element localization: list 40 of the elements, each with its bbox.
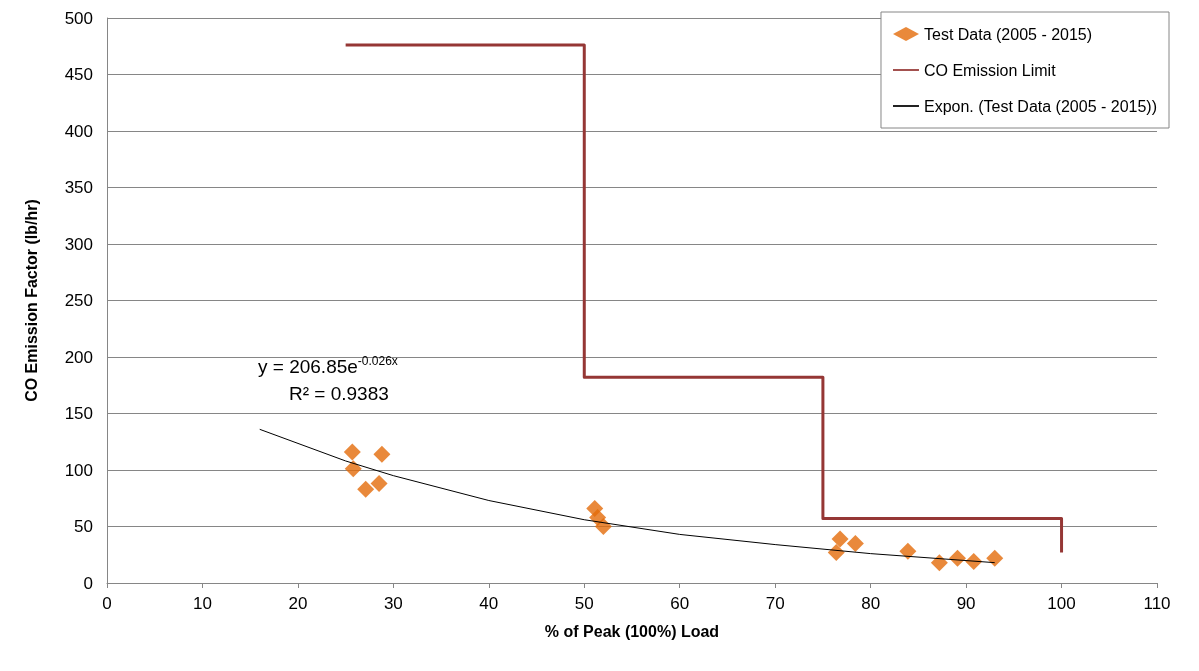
x-tick-label: 100	[1047, 594, 1076, 613]
point	[846, 534, 864, 552]
x-tick-label: 30	[383, 594, 403, 613]
x-tick-label: 0	[102, 594, 112, 613]
y-tick-label: 50	[74, 517, 93, 536]
x-tick-label: 60	[670, 594, 690, 613]
x-tick-label: 40	[479, 594, 499, 613]
legend-label: Test Data (2005 - 2015)	[923, 25, 1093, 43]
y-tick-label: 350	[64, 178, 93, 197]
x-tick-label: 70	[765, 594, 785, 613]
y-tick-label: 200	[64, 347, 93, 367]
point	[343, 443, 361, 461]
legend-label: Expon. (Test Data (2005 - 2015))	[923, 97, 1158, 115]
y-tick-label: 300	[64, 234, 93, 254]
y-tick-label: 250	[64, 291, 93, 310]
x-tick-label: 90	[956, 594, 976, 613]
x-tick-label: 10	[192, 594, 212, 613]
y-tick-label: 500	[64, 8, 93, 28]
x-tick-label: 50	[574, 594, 594, 613]
point	[357, 480, 375, 498]
point	[986, 549, 1004, 567]
y-tick-label: 0	[83, 573, 93, 593]
annotation: R² = 0.9383	[289, 383, 389, 404]
x-tick-label: 80	[861, 594, 881, 613]
point	[899, 542, 917, 560]
x-tick-label: 110	[1143, 594, 1171, 613]
y-axis-title: CO Emission Factor (lb/hr)	[22, 199, 40, 402]
point	[930, 554, 948, 572]
point	[594, 518, 612, 535]
y-tick-label: 450	[64, 65, 93, 84]
y-tick-label: 150	[64, 404, 93, 423]
point	[370, 475, 388, 493]
point	[344, 460, 362, 478]
x-tick-label: 20	[288, 594, 308, 613]
x-axis-title: % of Peak (100%) Load	[544, 622, 720, 640]
y-tick-label: 400	[64, 121, 93, 141]
legend-label: CO Emission Limit	[923, 61, 1057, 79]
y-tick-label: 100	[64, 460, 93, 480]
point	[373, 445, 391, 463]
point	[831, 530, 849, 548]
